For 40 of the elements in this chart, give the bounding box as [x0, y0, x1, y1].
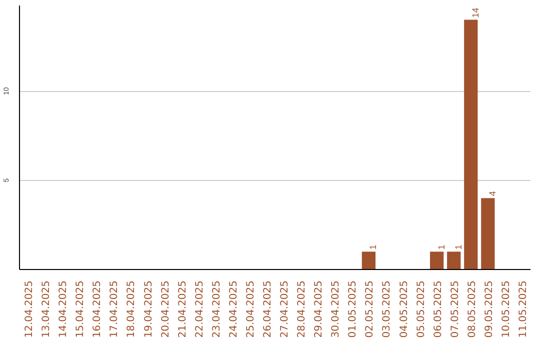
bar	[464, 20, 478, 270]
x-tick-label: 06.05.2025	[432, 280, 444, 338]
x-tick-label: 16.04.2025	[92, 280, 104, 338]
x-tick-label: 04.05.2025	[398, 280, 410, 338]
x-tick-label: 20.04.2025	[160, 280, 172, 338]
x-tick-label: 27.04.2025	[280, 280, 291, 338]
x-tick-label: 13.04.2025	[41, 280, 52, 338]
data-label: 14	[470, 8, 480, 18]
x-tick-label: 29.04.2025	[314, 280, 325, 338]
x-tick-label: 22.04.2025	[194, 280, 206, 338]
x-tick-label: 10.05.2025	[500, 280, 512, 338]
x-tick-label: 07.05.2025	[450, 280, 461, 338]
data-label: 1	[436, 244, 446, 250]
data-label: 1	[368, 244, 378, 250]
x-tick-label: 19.04.2025	[143, 280, 154, 338]
x-tick-label: 17.04.2025	[109, 280, 120, 338]
x-tick-label: 02.05.2025	[364, 280, 376, 338]
x-tick-label: 18.04.2025	[126, 280, 138, 338]
x-tick-label: 30.04.2025	[330, 280, 342, 338]
x-tick-label: 08.05.2025	[466, 280, 478, 338]
bar	[481, 198, 495, 270]
x-tick-label: 15.04.2025	[75, 280, 86, 338]
x-tick-label: 03.05.2025	[382, 280, 393, 338]
data-label: 1	[453, 244, 464, 250]
x-tick-label: 12.04.2025	[24, 280, 36, 338]
bar	[447, 252, 461, 270]
x-tick-label: 28.04.2025	[296, 280, 308, 338]
x-tick-label: 24.04.2025	[228, 280, 240, 338]
x-tick-label: 01.05.2025	[348, 280, 359, 338]
data-label: 4	[487, 191, 498, 196]
bar	[430, 252, 444, 270]
x-tick-label: 21.04.2025	[177, 280, 188, 338]
bar	[362, 252, 376, 270]
x-tick-label: 09.05.2025	[484, 280, 495, 338]
x-tick-label: 05.05.2025	[416, 280, 427, 338]
x-tick-label: 26.04.2025	[262, 280, 274, 338]
x-tick-label: 14.04.2025	[58, 280, 70, 338]
x-tick-label: 11.05.2025	[518, 280, 529, 338]
x-tick-label: 23.04.2025	[211, 280, 222, 338]
x-tick-label: 25.04.2025	[245, 280, 256, 338]
